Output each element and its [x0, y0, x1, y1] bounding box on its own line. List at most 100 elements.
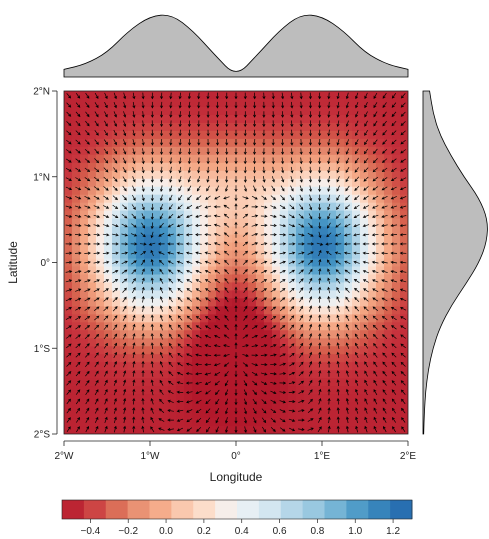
vector-arrow [288, 381, 296, 385]
heatmap-cell [264, 186, 273, 196]
vector-arrow [187, 176, 191, 183]
vector-arrow [214, 260, 221, 265]
heatmap-cell [104, 314, 113, 323]
vector-arrow [113, 416, 117, 424]
heatmap-cell [120, 354, 129, 363]
heatmap-cell [312, 218, 321, 228]
heatmap-cell [136, 130, 145, 140]
vector-arrow [345, 148, 350, 155]
heatmap-cell [80, 154, 89, 164]
heatmap-cell [208, 274, 217, 284]
heatmap-cell [304, 362, 313, 371]
vector-arrow [288, 400, 296, 404]
heatmap-cell [288, 282, 297, 292]
vector-arrow [187, 185, 192, 192]
vector-arrow [204, 251, 212, 255]
heatmap-cell [384, 410, 393, 419]
vector-arrow [159, 323, 163, 331]
heatmap-cell [136, 98, 145, 108]
heatmap-cell [376, 98, 385, 108]
heatmap-cell [368, 98, 377, 108]
heatmap-cell [144, 370, 153, 379]
vector-arrow [132, 176, 136, 183]
vector-arrow [176, 224, 184, 228]
vector-arrow [353, 279, 360, 283]
vector-arrow [243, 166, 247, 174]
heatmap-cell [336, 354, 345, 363]
heatmap-cell [192, 154, 201, 164]
vector-arrow [177, 306, 183, 312]
vector-arrow [103, 279, 110, 283]
heatmap-cell [384, 314, 393, 323]
vector-arrow [178, 176, 182, 183]
vector-arrow [289, 269, 296, 274]
heatmap-cell [168, 138, 177, 148]
heatmap-cell [80, 122, 89, 132]
heatmap-cell [344, 394, 353, 403]
heatmap-cell [160, 226, 169, 236]
vector-arrow [177, 352, 183, 358]
heatmap-cell [368, 114, 377, 124]
heatmap-cell [376, 370, 385, 379]
vector-arrow [141, 295, 145, 303]
heatmap-cell [256, 162, 265, 172]
heatmap-cell [336, 394, 345, 403]
heatmap-cell [312, 234, 321, 244]
heatmap-cell [336, 186, 345, 196]
vector-arrow [271, 157, 275, 165]
heatmap-cell [304, 186, 313, 196]
heatmap-cell [192, 234, 201, 244]
heatmap-cell [192, 146, 201, 156]
heatmap-cell [208, 146, 217, 156]
heatmap-cell [112, 122, 121, 132]
heatmap-cell [368, 226, 377, 236]
heatmap-cell [288, 362, 297, 371]
vector-arrow [213, 363, 221, 367]
vector-arrow [103, 342, 108, 349]
heatmap-cell [128, 426, 137, 434]
heatmap-cell [392, 122, 401, 132]
vector-arrow [270, 214, 277, 218]
heatmap-cell [208, 338, 217, 347]
heatmap-cell [144, 122, 153, 132]
vector-arrow [141, 360, 145, 368]
heatmap-cell [304, 91, 313, 100]
vector-arrow [206, 129, 210, 137]
heatmap-cell [248, 194, 257, 204]
vector-arrow [132, 92, 136, 100]
vector-arrow [251, 251, 258, 255]
vector-arrow [271, 111, 275, 118]
heatmap-cell [288, 218, 297, 228]
heatmap-cell [224, 306, 233, 315]
heatmap-cell [392, 114, 401, 124]
heatmap-cell [328, 418, 337, 427]
heatmap-cell [72, 106, 81, 116]
heatmap-cell [208, 386, 217, 395]
heatmap-cell [392, 370, 401, 379]
heatmap-cell [264, 178, 273, 188]
vector-arrow [288, 233, 296, 237]
heatmap-cell [128, 178, 137, 188]
vector-arrow [262, 157, 266, 165]
heatmap-cell [208, 226, 217, 236]
vector-arrow [186, 288, 193, 293]
heatmap-cell [104, 130, 113, 140]
vector-arrow [168, 213, 174, 219]
vector-arrow [141, 176, 145, 183]
vector-arrow [371, 224, 379, 228]
heatmap-cell [80, 146, 89, 156]
heatmap-cell [144, 162, 153, 172]
heatmap-cell [128, 202, 137, 212]
heatmap-cell [360, 370, 369, 379]
heatmap-cell [208, 410, 217, 419]
heatmap-cell [328, 338, 337, 347]
heatmap-cell [144, 218, 153, 228]
heatmap-cell [368, 250, 377, 260]
heatmap-cell [336, 370, 345, 379]
heatmap-cell [336, 154, 345, 164]
vector-arrow [390, 224, 398, 228]
heatmap-cell [208, 258, 217, 268]
vector-arrow [279, 418, 286, 423]
vector-arrow [123, 92, 127, 100]
heatmap-cell [272, 218, 281, 228]
